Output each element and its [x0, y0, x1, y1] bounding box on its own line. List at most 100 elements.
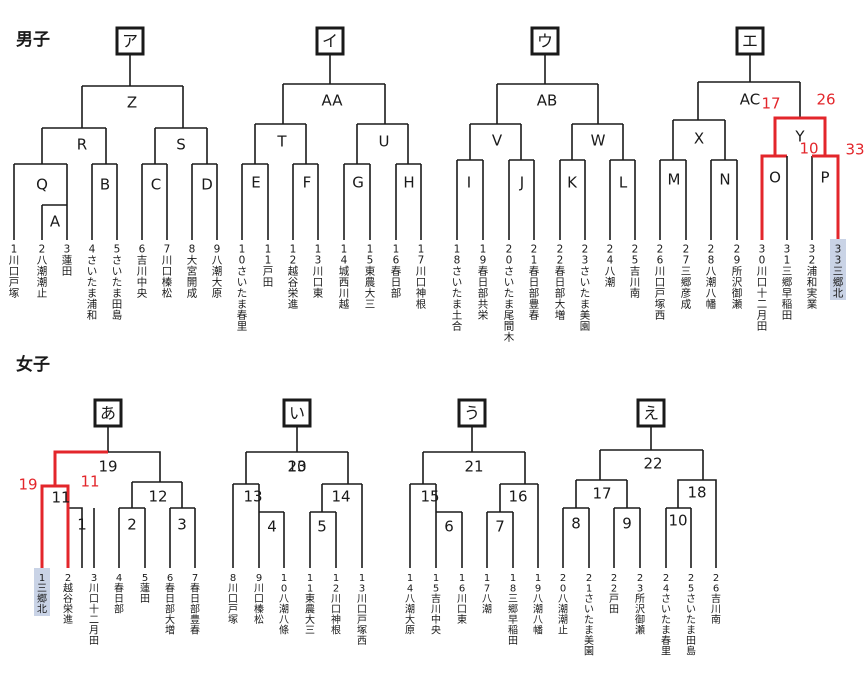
team-entry: 2 8 八潮八幡 [706, 244, 717, 311]
node-W: W [591, 132, 606, 150]
team-entry: 2 9 所沢御瀬 [732, 244, 743, 311]
node-T: T [276, 133, 287, 151]
team-entry: 2 4 八潮 [605, 244, 616, 289]
node-G: G [352, 174, 364, 192]
node-C: C [151, 176, 161, 194]
team-entry: 2 3 さいたま美園 [580, 244, 591, 333]
bracket-line [677, 479, 717, 568]
team-entry: 2 1 さいたま美園 [584, 573, 594, 658]
node-13b: 13 [243, 488, 262, 506]
block-header-i2-box [282, 398, 312, 428]
team-entry: 2 6 吉川南 [711, 573, 721, 626]
team-entry: 1 5 東農大三 [365, 244, 376, 311]
team-entry: 3 1 三郷早稲田 [782, 244, 793, 322]
team-entry: 4 さいたま浦和 [87, 244, 98, 322]
team-entry: 1 4 城西川越 [339, 244, 350, 311]
node-19: 19 [98, 458, 117, 476]
team-entry: 1 6 春日部 [391, 244, 402, 300]
block-header-ah-box [93, 398, 123, 428]
team-entry: 3 2 浦和実業 [807, 244, 818, 311]
block-header-e-box [735, 26, 765, 56]
node-8: 8 [571, 515, 581, 533]
team-entry: 2 4 さいたま春里 [661, 573, 671, 658]
block-header-e2: え [643, 404, 659, 423]
node-Z: Z [127, 94, 137, 112]
node-Y: Y [794, 128, 805, 146]
node-5: 5 [317, 518, 327, 536]
block-header-e: エ [742, 32, 758, 51]
node-F: F [303, 174, 312, 192]
team-entry: 2 6 川口戸塚西 [655, 244, 666, 322]
bracket-line [40, 484, 70, 568]
node-Q: Q [36, 176, 48, 194]
team-entry: 1 三郷北 [37, 573, 47, 616]
node-17: 17 [592, 485, 611, 503]
score-26: 26 [816, 91, 835, 109]
node-9: 9 [622, 515, 632, 533]
node-11: 11 [51, 489, 70, 507]
team-entry: 1 3 川口東 [313, 244, 324, 300]
node-R: R [77, 136, 87, 154]
team-entry: 2 1 春日部豊春 [529, 244, 540, 322]
team-entry: 1 1 東農大三 [305, 573, 315, 637]
block-header-ah: あ [100, 404, 116, 423]
team-highlight [34, 568, 50, 616]
block-header-a: ア [122, 32, 138, 51]
bracket-line [53, 450, 108, 486]
team-entry: 2 3 所沢御瀬 [635, 573, 645, 637]
score-33: 33 [845, 141, 864, 159]
score-10: 10 [799, 140, 818, 158]
node-L: L [619, 174, 628, 192]
node-6: 6 [444, 518, 454, 536]
node-P: P [820, 169, 829, 187]
node-AC: AC [740, 91, 760, 109]
bracket-line [812, 154, 840, 240]
node-X: X [694, 130, 704, 148]
team-entry: 1 2 川口神根 [331, 573, 341, 637]
team-entry: 3 0 川口十二月田 [757, 244, 768, 333]
team-entry: 1 8 三郷早稲田 [508, 573, 518, 647]
team-entry: 2 5 さいたま田島 [686, 573, 696, 658]
node-AA: AA [322, 92, 344, 110]
team-entry: 1 0 さいたま春里 [237, 244, 248, 333]
node-J: J [519, 174, 524, 192]
team-entry: 7 川口榛松 [162, 244, 173, 300]
team-entry: 3 蓮田 [62, 244, 73, 278]
node-12: 12 [148, 488, 167, 506]
team-highlight [830, 239, 846, 300]
team-entry: 1 7 八潮 [482, 573, 492, 616]
node-A: A [50, 213, 61, 231]
node-D: D [201, 176, 213, 194]
score-17: 17 [761, 95, 780, 113]
team-entry: 5 蓮田 [140, 573, 150, 605]
block-header-e2-box [636, 398, 666, 428]
block-header-a-box [115, 26, 145, 56]
team-entry: 2 八潮潮止 [37, 244, 48, 300]
node-U: U [379, 133, 390, 151]
node-3: 3 [177, 516, 187, 534]
bracket-line [773, 116, 827, 156]
node-O: O [769, 169, 781, 187]
block-header-i2: い [289, 404, 305, 423]
block-header-i: イ [322, 32, 338, 51]
team-entry: 1 0 八潮八條 [279, 573, 289, 637]
team-entry: 1 2 越谷栄進 [288, 244, 299, 311]
node-13: 13 [287, 458, 306, 476]
girls-section-title: 女子 [16, 355, 50, 375]
node-15: 15 [420, 488, 439, 506]
team-entry: 2 0 八潮潮止 [558, 573, 568, 637]
node-S: S [176, 136, 186, 154]
score-11: 11 [80, 473, 99, 491]
boys-section-title: 男子 [16, 30, 50, 50]
node-N: N [719, 171, 730, 189]
team-entry: 5 さいたま田島 [112, 244, 123, 322]
team-entry: 1 7 川口神根 [416, 244, 427, 311]
block-header-u2: う [464, 404, 480, 423]
score-19: 19 [18, 476, 37, 494]
bracket-line [760, 154, 787, 240]
team-entry: 8 川口戸塚 [228, 573, 238, 626]
team-entry: 1 4 八潮大原 [405, 573, 415, 637]
team-entry: 1 9 八潮八幡 [533, 573, 543, 637]
team-entry: 1 1 戸田 [263, 244, 274, 289]
